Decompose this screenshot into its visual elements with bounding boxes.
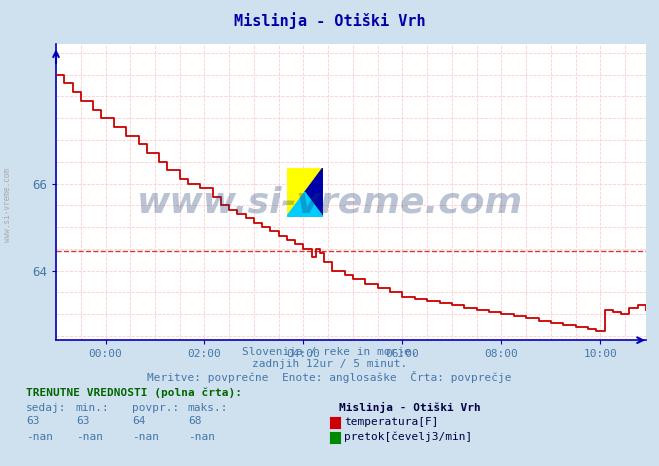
Text: 63: 63 — [76, 416, 89, 426]
Polygon shape — [287, 192, 323, 217]
Text: -nan: -nan — [76, 432, 103, 442]
Text: Mislinja - Otiški Vrh: Mislinja - Otiški Vrh — [234, 13, 425, 29]
Text: 68: 68 — [188, 416, 201, 426]
Text: 63: 63 — [26, 416, 40, 426]
Text: 64: 64 — [132, 416, 145, 426]
Text: Meritve: povprečne  Enote: anglosaške  Črta: povprečje: Meritve: povprečne Enote: anglosaške Črt… — [147, 371, 512, 383]
Text: pretok[čevelj3/min]: pretok[čevelj3/min] — [344, 432, 473, 442]
Polygon shape — [287, 168, 304, 217]
Text: Mislinja - Otiški Vrh: Mislinja - Otiški Vrh — [339, 402, 481, 413]
Text: www.si-vreme.com: www.si-vreme.com — [136, 186, 523, 219]
Text: -nan: -nan — [188, 432, 215, 442]
Polygon shape — [304, 168, 323, 217]
Text: -nan: -nan — [132, 432, 159, 442]
Polygon shape — [287, 168, 323, 192]
Text: temperatura[F]: temperatura[F] — [344, 417, 438, 427]
Text: maks.:: maks.: — [188, 403, 228, 413]
Text: www.si-vreme.com: www.si-vreme.com — [3, 168, 13, 242]
Text: zadnjih 12ur / 5 minut.: zadnjih 12ur / 5 minut. — [252, 359, 407, 370]
Text: TRENUTNE VREDNOSTI (polna črta):: TRENUTNE VREDNOSTI (polna črta): — [26, 387, 243, 397]
Text: min.:: min.: — [76, 403, 109, 413]
Text: -nan: -nan — [26, 432, 53, 442]
Text: sedaj:: sedaj: — [26, 403, 67, 413]
Text: povpr.:: povpr.: — [132, 403, 179, 413]
Text: Slovenija / reke in morje.: Slovenija / reke in morje. — [242, 347, 417, 357]
